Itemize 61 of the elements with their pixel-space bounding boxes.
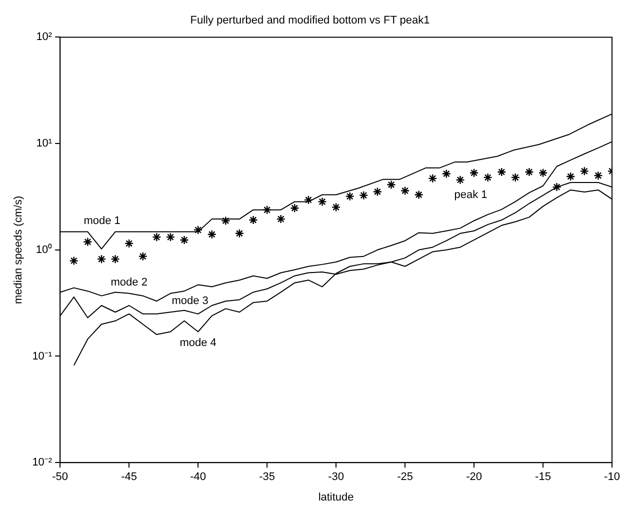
point (414, 190, 424, 200)
point (510, 172, 520, 182)
point (469, 168, 479, 178)
point (180, 235, 189, 245)
point (483, 172, 492, 182)
y-axis-title: median speeds (cm/s) (12, 196, 25, 304)
y-tick-label: 10⁻² (32, 456, 52, 469)
series-label: peak 1 (454, 188, 488, 201)
y-tick-label: 10⁰ (36, 242, 52, 256)
point (594, 170, 603, 180)
point (69, 256, 78, 266)
point (138, 252, 148, 261)
point (83, 237, 92, 246)
point (566, 172, 576, 182)
point (276, 214, 286, 224)
x-tick-label: -40 (190, 471, 206, 484)
point (331, 202, 341, 212)
chart-title: Fully perturbed and modified bottom vs FT peak1 (190, 14, 430, 27)
series-label: mode 4 (180, 336, 216, 349)
x-tick-label: -35 (259, 471, 276, 484)
point (345, 192, 354, 201)
point (193, 225, 203, 235)
y-tick-label: 10¹ (36, 138, 52, 150)
point (552, 182, 562, 192)
point (442, 169, 452, 178)
point (221, 216, 230, 226)
y-tick-label: 10⁻¹ (32, 350, 52, 362)
point (262, 205, 272, 214)
y-tick-label: 10² (36, 31, 52, 44)
point (428, 174, 438, 184)
point (497, 167, 506, 177)
point (96, 254, 106, 264)
point (359, 190, 368, 200)
point (318, 197, 327, 206)
point (580, 166, 590, 176)
point (234, 228, 244, 238)
point (124, 238, 134, 248)
x-axis-title: latitude (318, 491, 354, 504)
series-label: mode 2 (110, 276, 148, 288)
point (290, 204, 300, 213)
point (372, 187, 382, 196)
x-tick-label: -25 (397, 471, 413, 484)
point (110, 254, 120, 264)
point (524, 167, 534, 177)
point (166, 232, 176, 242)
x-tick-label: -10 (604, 471, 620, 484)
point (400, 186, 410, 196)
point (304, 195, 314, 205)
x-tick-label: -50 (52, 471, 68, 484)
x-tick-label: -20 (466, 471, 482, 484)
x-tick-label: -15 (535, 471, 551, 484)
point (152, 232, 162, 242)
point (456, 175, 465, 185)
x-tick-label: -30 (328, 471, 344, 484)
x-tick-label: -45 (121, 471, 138, 484)
point (538, 168, 548, 178)
point (207, 230, 216, 239)
series-label: mode 3 (172, 294, 208, 307)
series-label: mode 1 (84, 214, 120, 227)
point (248, 215, 258, 225)
point (386, 180, 396, 190)
